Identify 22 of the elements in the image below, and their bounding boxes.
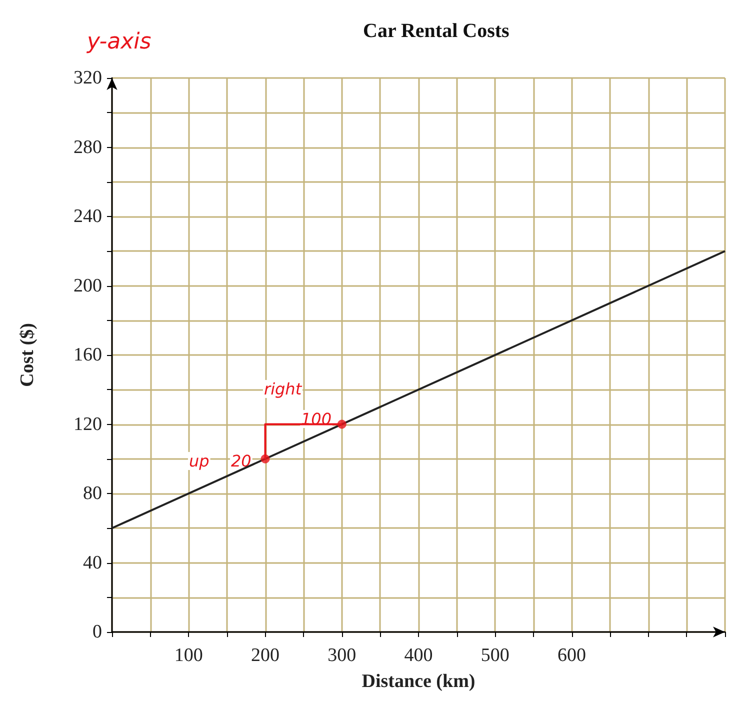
- annotation: up: [189, 452, 210, 470]
- x-tick-label: 300: [328, 645, 356, 666]
- y-tick-label: 0: [92, 622, 102, 642]
- y-tick-label: 280: [74, 136, 102, 158]
- x-axis-title: Distance (km): [362, 671, 476, 692]
- annotation: 20: [231, 452, 252, 470]
- annotation: right: [264, 380, 302, 398]
- x-tick-label: 100: [174, 645, 203, 666]
- x-tick-label: 500: [480, 645, 510, 666]
- y-tick-label: 240: [74, 206, 102, 227]
- y-tick-label: 80: [83, 483, 102, 504]
- x-tick-label: 600: [558, 645, 586, 666]
- y-tick-label: 200: [74, 275, 102, 296]
- x-tick-label: 200: [251, 645, 280, 666]
- y-axis-title: Cost ($): [17, 323, 38, 387]
- y-tick-label: 120: [74, 414, 102, 435]
- y-tick-label: 160: [74, 344, 102, 366]
- y-tick-label: 320: [74, 68, 102, 88]
- y-tick-label: 40: [83, 552, 102, 574]
- x-tick-label: 400: [404, 645, 433, 666]
- chart-title: Car Rental Costs: [363, 20, 510, 42]
- text: y-axis: [86, 30, 152, 54]
